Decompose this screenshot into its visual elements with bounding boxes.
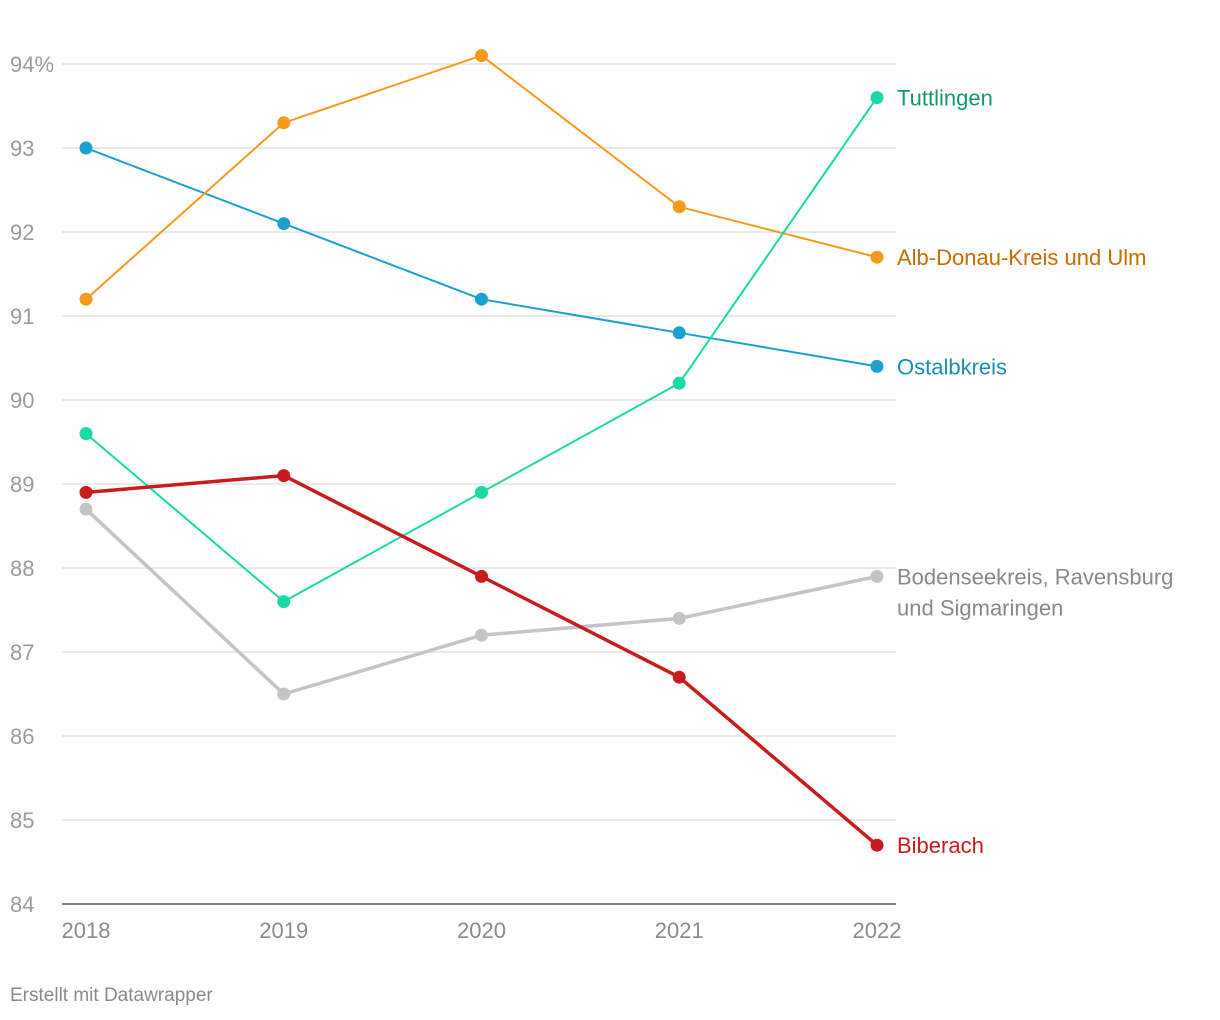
data-point (277, 687, 291, 701)
series-labels: Bodenseekreis, Ravensburg und Sigmaringen… (897, 86, 1173, 859)
data-point (672, 200, 686, 214)
y-tick-label: 84 (10, 892, 34, 917)
y-tick-label: 94% (10, 52, 54, 77)
data-point (475, 628, 488, 642)
axes: 84 85 86 87 88 89 90 91 92 93 94% 2018 2019 2020 2021 2… (10, 52, 901, 943)
footer-credit: Erstellt mit Datawrapper (10, 985, 213, 1006)
y-tick-label: 88 (10, 556, 34, 581)
series-line (85, 147, 878, 368)
series-bodenseekreis-ravensburg-und-sigmaringen (79, 502, 884, 701)
data-point (870, 838, 884, 852)
data-point (79, 427, 93, 441)
x-tick-label: 2020 (457, 918, 506, 943)
data-point (672, 376, 686, 390)
data-point (475, 292, 488, 306)
data-point (672, 670, 686, 684)
data-point (79, 141, 93, 155)
series-line (85, 54, 878, 301)
data-point (277, 217, 291, 231)
data-point (79, 485, 93, 499)
series-label: Alb-Donau-Kreis und Ulm (897, 245, 1146, 270)
series (79, 49, 884, 852)
series-label: Bodenseekreis, Ravensburg und Sigmaringen (897, 564, 1173, 620)
x-tick-label: 2018 (62, 918, 111, 943)
series-alb-donau-kreis-und-ulm (79, 49, 884, 306)
series-ostalbkreis (79, 141, 884, 373)
series-tuttlingen (79, 91, 884, 609)
series-biberach (79, 469, 884, 852)
data-point (79, 292, 93, 306)
data-point (277, 469, 291, 483)
data-point (870, 569, 884, 583)
data-point (277, 116, 291, 130)
y-tick-label: 89 (10, 472, 34, 497)
series-line (84, 473, 879, 847)
series-line (85, 96, 878, 603)
data-point (672, 611, 686, 625)
data-point (277, 595, 291, 609)
y-tick-label: 90 (10, 388, 34, 413)
y-tick-label: 93 (10, 136, 34, 161)
series-label: Ostalbkreis (897, 354, 1007, 379)
series-label: Biberach (897, 833, 984, 858)
data-point (475, 485, 488, 499)
series-label: Tuttlingen (897, 86, 993, 111)
data-point (870, 91, 884, 105)
data-point (475, 569, 488, 583)
x-tick-label: 2021 (655, 918, 704, 943)
y-tick-label: 87 (10, 640, 34, 665)
y-tick-label: 86 (10, 724, 34, 749)
y-tick-label: 91 (10, 304, 34, 329)
data-point (870, 359, 884, 373)
y-tick-label: 85 (10, 808, 34, 833)
y-tick-label: 92 (10, 220, 34, 245)
gridlines (62, 63, 896, 821)
data-point (672, 326, 686, 340)
data-point (475, 49, 488, 63)
data-point (79, 502, 93, 516)
data-point (870, 250, 884, 264)
series-line (84, 507, 879, 696)
x-tick-label: 2022 (853, 918, 902, 943)
x-tick-label: 2019 (259, 918, 308, 943)
